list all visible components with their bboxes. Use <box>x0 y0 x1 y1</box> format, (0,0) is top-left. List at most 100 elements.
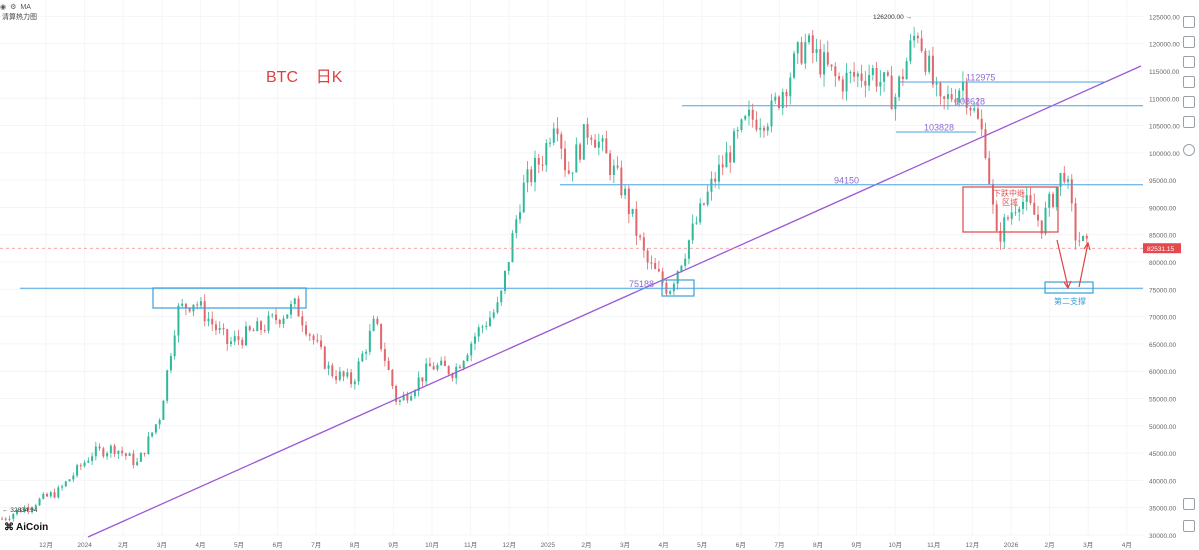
trend-line <box>87 65 1142 538</box>
text-tool-icon[interactable] <box>1183 116 1195 128</box>
candle-body <box>924 50 927 72</box>
candle-body <box>868 74 871 86</box>
x-tick-label: 2月 <box>1045 541 1055 549</box>
candle-body <box>928 55 931 72</box>
candle-body <box>4 518 7 520</box>
candle-body <box>785 91 788 97</box>
y-tick-label: 110000.00 <box>1149 96 1180 103</box>
candle-body <box>661 271 664 283</box>
candle-body <box>53 492 56 498</box>
annotation-text: 第二支撑 <box>1054 296 1086 306</box>
candle-body <box>976 108 979 119</box>
candle-body <box>316 340 319 342</box>
candle-body <box>267 315 270 331</box>
candle-body <box>485 326 488 328</box>
y-tick-label: 125000.00 <box>1149 14 1180 21</box>
candle-body <box>226 329 229 344</box>
candle-body <box>1029 195 1032 203</box>
candle-body <box>312 335 315 341</box>
candle-body <box>428 363 431 367</box>
candle-body <box>913 35 916 41</box>
candle-body <box>361 353 364 362</box>
projection-arrow-down <box>1056 239 1069 288</box>
candle-body <box>282 318 285 324</box>
fibonacci-tool-icon[interactable] <box>1183 76 1195 88</box>
candle-body <box>256 321 259 332</box>
candle-body <box>579 144 582 160</box>
eye-icon[interactable]: ◉ <box>0 4 7 11</box>
candle-body <box>1078 240 1081 242</box>
candle-body <box>323 346 326 369</box>
candle-body <box>875 68 878 87</box>
candle-body <box>545 143 548 165</box>
y-tick-label: 80000.00 <box>1149 260 1176 267</box>
y-tick-label: 30000.00 <box>1149 533 1176 540</box>
candle-body <box>841 79 844 92</box>
candle-body <box>132 453 135 466</box>
candle-body <box>823 52 826 75</box>
candle-body <box>241 339 244 346</box>
trendline-tool-icon[interactable] <box>1183 36 1195 48</box>
candle-body <box>331 365 334 377</box>
candle-body <box>436 365 439 370</box>
candle-body <box>830 64 833 67</box>
y-tick-label: 40000.00 <box>1149 478 1176 485</box>
screenshot-icon[interactable] <box>1183 520 1195 532</box>
candle-body <box>166 370 169 401</box>
annotation-text: 下跌中继 <box>993 188 1025 198</box>
candle-body <box>1033 202 1036 215</box>
candle-body <box>950 94 953 100</box>
x-tick-label: 12月 <box>39 541 53 549</box>
candle-body <box>883 72 886 82</box>
candle-body <box>793 53 796 78</box>
y-tick-label: 50000.00 <box>1149 424 1176 431</box>
level-label: 108628 <box>955 96 985 106</box>
candle-body <box>76 465 79 476</box>
candle-body <box>511 233 514 263</box>
arrow-head <box>1083 241 1091 251</box>
cursor-tool-icon[interactable] <box>1183 16 1195 28</box>
candle-body <box>421 377 424 382</box>
candle-body <box>819 49 822 75</box>
candle-body <box>173 335 176 357</box>
candle-body <box>695 222 698 224</box>
candle-body <box>669 291 672 294</box>
candle-body <box>42 493 45 499</box>
y-tick-label: 105000.00 <box>1149 124 1180 131</box>
liquidation-heatmap-label[interactable]: 清算热力图 <box>2 14 37 21</box>
candle-body <box>12 514 15 519</box>
candle-body <box>410 396 413 401</box>
candle-body <box>871 68 874 75</box>
candle-body <box>177 305 180 336</box>
candle-body <box>796 42 799 54</box>
support-box-2025 <box>661 279 695 297</box>
y-tick-label: 70000.00 <box>1149 315 1176 322</box>
candle-body <box>762 127 765 131</box>
candle-body <box>308 334 311 336</box>
candle-body <box>594 139 597 148</box>
zoom-in-icon[interactable] <box>1183 498 1195 510</box>
current-price-label: 82531.15 <box>1147 246 1174 253</box>
candle-body <box>759 127 762 130</box>
shape-tool-icon[interactable] <box>1183 96 1195 108</box>
candle-body <box>597 141 600 148</box>
candle-body <box>988 158 991 184</box>
candle-body <box>582 124 585 160</box>
candle-body <box>616 165 619 168</box>
level-label: 112975 <box>966 73 995 83</box>
settings-icon[interactable]: ⚙ <box>10 4 17 11</box>
x-tick-label: 3月 <box>620 541 630 549</box>
consolidation-box <box>962 186 1059 233</box>
horizontal-line-tool-icon[interactable] <box>1183 56 1195 68</box>
candle-body <box>372 318 375 331</box>
settings-icon[interactable] <box>1183 144 1195 156</box>
candle-body <box>503 270 506 291</box>
candle-body <box>1006 217 1009 219</box>
indicator-label[interactable]: MA <box>20 3 31 11</box>
candle-body <box>207 318 210 322</box>
y-tick-label: 85000.00 <box>1149 233 1176 240</box>
candle-body <box>984 129 987 159</box>
candle-body <box>353 381 356 385</box>
candle-body <box>136 461 139 466</box>
